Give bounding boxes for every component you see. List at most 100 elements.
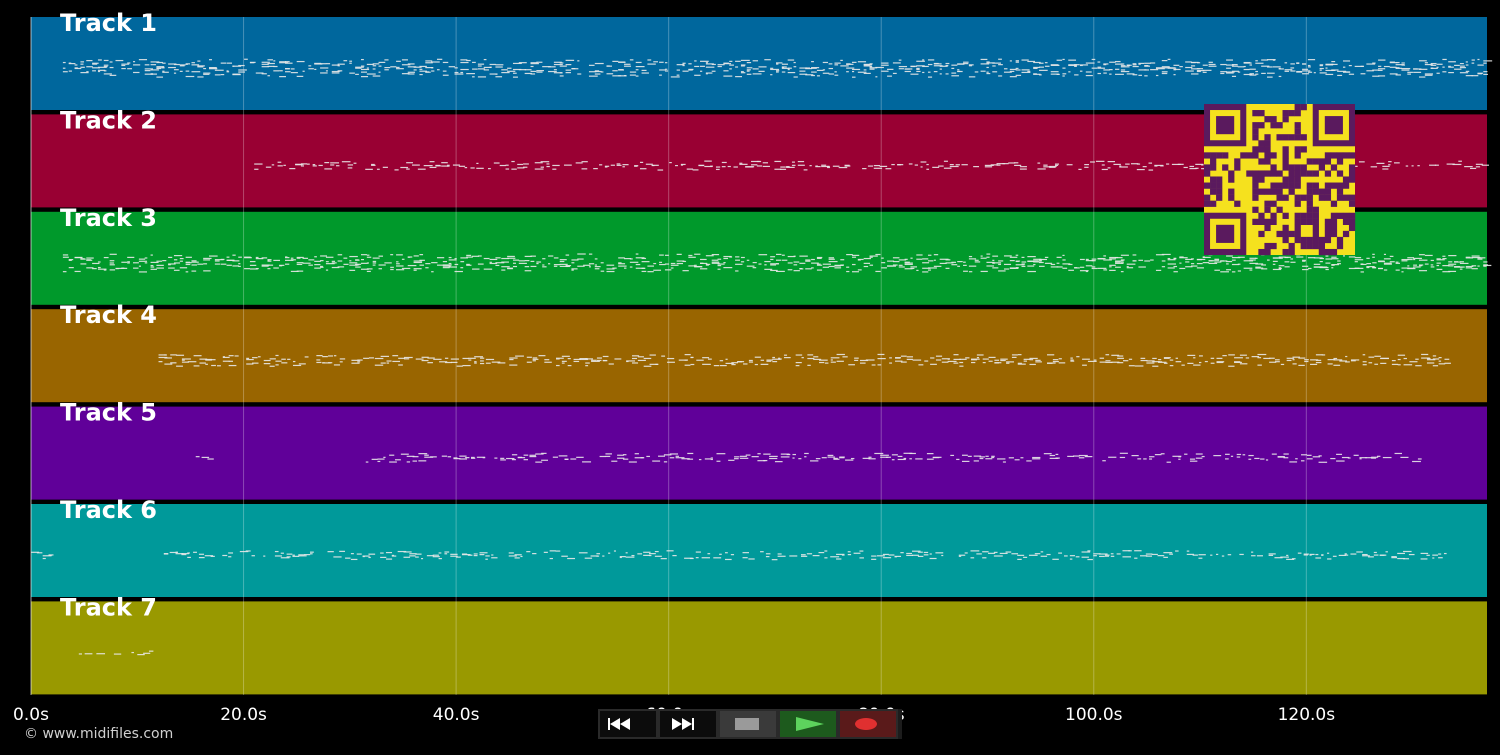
midi-note xyxy=(419,70,428,72)
midi-note xyxy=(390,266,394,268)
midi-note xyxy=(704,160,712,162)
midi-note xyxy=(501,269,506,271)
midi-note xyxy=(1274,557,1283,559)
midi-note xyxy=(998,260,1004,262)
midi-note xyxy=(1074,65,1077,67)
midi-note xyxy=(613,550,617,552)
midi-note xyxy=(1109,61,1116,63)
midi-note xyxy=(378,268,383,270)
midi-note xyxy=(296,263,303,266)
midi-note xyxy=(1008,457,1014,459)
midi-note xyxy=(1195,457,1203,459)
midi-note xyxy=(680,163,686,166)
midi-note xyxy=(485,362,491,364)
midi-note xyxy=(591,359,597,361)
midi-note xyxy=(751,164,758,166)
midi-note xyxy=(717,268,721,270)
midi-note xyxy=(331,64,340,66)
midi-note xyxy=(1430,62,1437,65)
midi-note xyxy=(1442,258,1447,260)
midi-note xyxy=(530,63,539,65)
midi-note xyxy=(616,163,621,165)
midi-note xyxy=(968,255,973,258)
midi-note xyxy=(588,253,593,255)
midi-note xyxy=(640,457,645,459)
midi-note xyxy=(635,257,645,259)
track-band-1[interactable] xyxy=(31,17,1487,110)
track-band-4[interactable] xyxy=(31,309,1487,403)
midi-note xyxy=(378,264,386,266)
track-band-6[interactable] xyxy=(31,504,1487,597)
midi-note xyxy=(438,557,442,560)
midi-note xyxy=(904,261,910,263)
midi-note xyxy=(752,68,759,70)
midi-note xyxy=(998,270,1006,272)
midi-note xyxy=(232,65,235,67)
midi-note xyxy=(961,164,968,166)
midi-note xyxy=(904,258,908,260)
midi-note xyxy=(1021,69,1030,71)
stop-button[interactable] xyxy=(718,709,778,739)
midi-note xyxy=(491,557,498,559)
midi-note xyxy=(1166,461,1171,463)
midi-note xyxy=(624,74,627,77)
midi-note xyxy=(688,256,696,258)
record-button[interactable] xyxy=(838,709,898,739)
midi-note xyxy=(582,461,592,463)
midi-note xyxy=(1389,66,1397,68)
midi-note xyxy=(1278,267,1282,270)
midi-note xyxy=(524,266,530,268)
midi-note xyxy=(133,71,140,74)
midi-note xyxy=(1397,557,1405,560)
play-button[interactable] xyxy=(778,709,838,739)
midi-note xyxy=(920,166,923,168)
midi-note xyxy=(1378,260,1385,262)
fast-forward-button[interactable] xyxy=(658,709,718,739)
midi-note xyxy=(816,69,824,72)
midi-note xyxy=(448,262,452,265)
midi-note xyxy=(999,552,1008,555)
midi-note xyxy=(863,257,871,260)
midi-note xyxy=(704,165,713,168)
midi-note xyxy=(787,67,792,69)
midi-note xyxy=(659,261,663,263)
midi-note xyxy=(505,168,510,170)
midi-note xyxy=(97,266,101,269)
midi-note xyxy=(187,552,190,554)
midi-note xyxy=(1173,74,1176,76)
midi-note xyxy=(949,164,954,166)
midi-note xyxy=(113,653,122,655)
midi-note xyxy=(441,165,449,167)
midi-note xyxy=(308,65,312,67)
midi-note xyxy=(608,363,614,365)
midi-note xyxy=(1181,364,1185,366)
midi-note xyxy=(770,74,773,76)
midi-note xyxy=(1321,354,1326,356)
midi-note xyxy=(629,261,639,263)
track-band-7[interactable] xyxy=(31,601,1487,695)
midi-note xyxy=(764,260,771,263)
midi-note xyxy=(553,257,559,259)
midi-note xyxy=(686,168,694,170)
midi-note xyxy=(508,555,517,557)
midi-note xyxy=(1257,364,1262,366)
midi-note xyxy=(360,268,369,270)
midi-note xyxy=(1014,162,1019,164)
midi-note xyxy=(1015,266,1019,269)
midi-note xyxy=(330,162,340,164)
midi-note xyxy=(1442,58,1447,61)
midi-note xyxy=(400,453,409,455)
midi-note xyxy=(1342,71,1351,73)
midi-note xyxy=(881,262,886,264)
midi-note xyxy=(1150,259,1154,261)
midi-note xyxy=(1117,355,1124,357)
midi-note xyxy=(1454,261,1459,263)
rewind-button[interactable] xyxy=(598,709,658,739)
midi-note xyxy=(1105,361,1113,364)
track-band-5[interactable] xyxy=(31,406,1487,500)
midi-note xyxy=(228,552,234,554)
midi-note xyxy=(675,164,678,167)
midi-note xyxy=(1436,268,1443,271)
midi-note xyxy=(1102,460,1106,462)
midi-note xyxy=(1438,360,1442,362)
